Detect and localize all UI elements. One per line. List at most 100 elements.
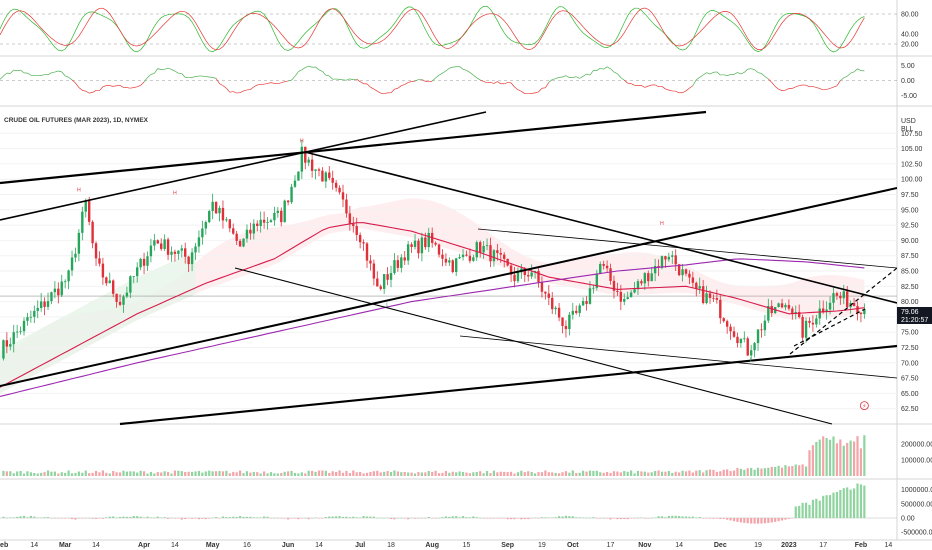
candle-body bbox=[180, 248, 183, 251]
osc-tick-label: 5.00 bbox=[901, 63, 915, 70]
vosc-bar bbox=[266, 516, 269, 518]
candle-body bbox=[729, 326, 732, 332]
candle-body bbox=[94, 243, 98, 259]
vosc-bar bbox=[606, 518, 609, 519]
vosc-bar bbox=[283, 518, 286, 519]
volume-bar bbox=[787, 466, 790, 476]
last-price-value: 79.06 bbox=[901, 309, 919, 316]
volume-bar bbox=[67, 470, 70, 476]
vosc-bar bbox=[736, 518, 739, 522]
vosc-bar bbox=[400, 517, 403, 519]
candle-body bbox=[444, 258, 448, 263]
osc-segment bbox=[682, 90, 687, 94]
volume-bar bbox=[441, 472, 444, 476]
price-tick-label: 80.00 bbox=[901, 299, 919, 306]
vosc-bar bbox=[671, 515, 674, 518]
volume-bar bbox=[115, 472, 118, 476]
volume-bar bbox=[194, 471, 197, 476]
osc-segment bbox=[78, 87, 83, 91]
stoch-k-line bbox=[0, 5, 865, 53]
vosc-bar bbox=[84, 518, 87, 519]
candle-body bbox=[403, 257, 406, 261]
volume-bar bbox=[112, 470, 115, 476]
volume-bar bbox=[413, 473, 417, 476]
vosc-bar bbox=[612, 518, 616, 519]
candle-body bbox=[626, 297, 629, 300]
candle-body bbox=[674, 255, 677, 265]
vosc-bar bbox=[269, 518, 273, 519]
candle-body bbox=[749, 350, 753, 356]
volume-bar bbox=[828, 439, 832, 476]
osc-segment bbox=[3, 72, 8, 77]
volume-bar bbox=[214, 471, 218, 476]
vosc-bar bbox=[835, 491, 839, 518]
osc-segment bbox=[648, 84, 652, 87]
candle-body bbox=[760, 329, 763, 331]
osc-segment bbox=[843, 75, 848, 79]
vosc-bar bbox=[722, 518, 725, 519]
candle-body bbox=[643, 273, 647, 284]
osc-segment bbox=[150, 73, 155, 75]
vosc-bar bbox=[557, 516, 561, 518]
volume-bar bbox=[125, 471, 129, 476]
volume-bar bbox=[331, 471, 334, 476]
time-tick-label: Feb bbox=[855, 542, 867, 549]
time-axis[interactable]: Feb 14 Mar 14 Apr 14 May 16 Jun 14 Jul 18 Aug 15 Sep 19… bbox=[0, 542, 892, 549]
volume-bar bbox=[386, 471, 389, 476]
volume-bar bbox=[468, 473, 472, 476]
osc-segment bbox=[425, 80, 429, 83]
osc-segment bbox=[836, 80, 841, 86]
osc-segment bbox=[751, 68, 755, 71]
vosc-bar bbox=[650, 517, 653, 519]
vosc-bar bbox=[595, 518, 598, 519]
vosc-bar bbox=[568, 516, 571, 518]
candle-body bbox=[417, 240, 420, 254]
vosc-bar bbox=[485, 518, 489, 519]
candle-body bbox=[87, 200, 91, 222]
osc-segment bbox=[764, 76, 769, 80]
vosc-bar bbox=[551, 517, 554, 519]
volume-bar bbox=[283, 471, 286, 476]
vosc-bar bbox=[540, 517, 544, 518]
volume-bar bbox=[461, 471, 465, 476]
osc-segment bbox=[816, 87, 820, 89]
candle-body bbox=[609, 268, 612, 281]
osc-segment bbox=[610, 68, 615, 73]
vosc-bar bbox=[9, 517, 12, 518]
volume-bar bbox=[705, 470, 708, 476]
candle-body bbox=[468, 255, 472, 261]
osc-segment bbox=[414, 79, 419, 82]
vosc-tick-label: -500000.00 bbox=[901, 530, 932, 537]
candle-body bbox=[804, 320, 808, 338]
volume-bar bbox=[746, 468, 749, 476]
volume-bar bbox=[496, 472, 499, 476]
volume-bar bbox=[513, 473, 516, 476]
osc-segment bbox=[445, 67, 450, 72]
stoch-d-line bbox=[0, 7, 865, 51]
vosc-bar bbox=[372, 516, 375, 518]
osc-segment bbox=[267, 82, 272, 84]
candle-body bbox=[365, 243, 369, 261]
vosc-bar bbox=[774, 518, 777, 522]
price-tick-label: 107.50 bbox=[901, 131, 923, 138]
candle-body bbox=[290, 186, 293, 203]
candle-body bbox=[578, 305, 581, 313]
volume-bar bbox=[94, 470, 98, 476]
volume-bar bbox=[506, 472, 509, 476]
candle-body bbox=[184, 248, 187, 257]
price-axis[interactable]: 80.00 40.00 20.00 5.00 0.00 -5.00 107.50 105.00… bbox=[901, 12, 932, 537]
candle-body bbox=[537, 270, 540, 283]
volume-bar bbox=[482, 473, 485, 476]
candle-body bbox=[324, 172, 328, 182]
candle-body bbox=[794, 312, 797, 314]
candle-body bbox=[660, 256, 664, 268]
volume-bar bbox=[88, 473, 91, 476]
volume-bar bbox=[729, 471, 732, 476]
candle-body bbox=[74, 253, 77, 258]
trend-lines[interactable] bbox=[0, 110, 897, 426]
candle-body bbox=[386, 274, 389, 280]
vosc-bar bbox=[732, 518, 736, 522]
candle-body bbox=[839, 295, 842, 299]
osc-segment bbox=[521, 90, 525, 94]
